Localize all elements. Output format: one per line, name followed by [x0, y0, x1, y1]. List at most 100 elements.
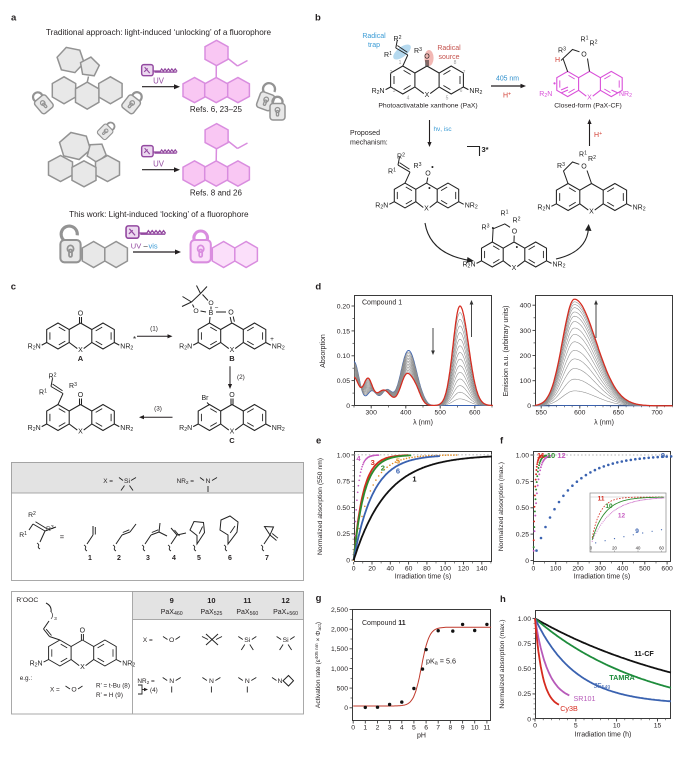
svg-text:0.50: 0.50: [516, 505, 529, 512]
svg-text:0.50: 0.50: [337, 505, 350, 512]
svg-text:PaX560: PaX560: [236, 609, 258, 617]
svg-text:(1): (1): [150, 326, 158, 333]
svg-text:1: 1: [88, 555, 92, 562]
svg-text:300: 300: [595, 566, 607, 573]
svg-text:O: O: [80, 628, 86, 635]
svg-text:11: 11: [598, 496, 605, 503]
svg-text:4: 4: [356, 454, 361, 463]
svg-text:NR2: NR2: [619, 91, 632, 99]
svg-text:12: 12: [618, 513, 626, 520]
svg-text:X: X: [589, 208, 594, 215]
svg-text:0: 0: [346, 403, 350, 410]
svg-text:PaX+560: PaX+560: [273, 609, 298, 617]
svg-text:): ): [51, 611, 54, 620]
svg-text:5: 5: [574, 723, 578, 730]
svg-text:f: f: [500, 435, 504, 446]
svg-text:Compound 11: Compound 11: [362, 620, 406, 627]
svg-text:4: 4: [400, 725, 404, 732]
svg-text:N: N: [278, 678, 283, 685]
svg-text:X: X: [230, 347, 235, 354]
svg-text:1,500: 1,500: [331, 646, 348, 653]
svg-text:0.05: 0.05: [337, 378, 350, 385]
svg-text:2,500: 2,500: [331, 607, 348, 614]
svg-text:This work: Light-induced ‘lock: This work: Light-induced ‘locking’ of a …: [69, 210, 249, 219]
svg-text:400: 400: [617, 566, 629, 573]
svg-text:•: •: [428, 184, 431, 193]
svg-text:200: 200: [572, 566, 584, 573]
svg-text:11-CF: 11-CF: [634, 649, 654, 658]
svg-text:10: 10: [613, 723, 621, 730]
svg-text:0.25: 0.25: [516, 532, 529, 539]
svg-text:+: +: [270, 336, 274, 343]
svg-text:R2N: R2N: [537, 205, 550, 213]
svg-text:pH: pH: [417, 733, 426, 740]
svg-text:400: 400: [520, 303, 532, 310]
svg-text:R2: R2: [513, 217, 521, 225]
svg-text:O: O: [78, 311, 84, 318]
svg-text:•: •: [492, 226, 495, 233]
svg-text:1.00: 1.00: [337, 452, 350, 459]
svg-text:500: 500: [435, 410, 447, 417]
svg-text:1: 1: [363, 725, 367, 732]
svg-text:PaX525: PaX525: [200, 609, 222, 617]
svg-text:0.25: 0.25: [337, 531, 350, 538]
svg-text:11: 11: [537, 451, 545, 460]
svg-text:550: 550: [536, 410, 548, 417]
svg-text:R2N: R2N: [372, 88, 385, 96]
svg-text:b: b: [315, 13, 321, 24]
svg-text:N: N: [209, 678, 214, 685]
svg-text:R1: R1: [384, 51, 392, 59]
svg-text:Si: Si: [244, 637, 251, 644]
svg-text:100: 100: [550, 566, 562, 573]
svg-text:3: 3: [54, 616, 57, 622]
svg-text:0: 0: [532, 566, 536, 573]
svg-text:e.g.:: e.g.:: [20, 675, 33, 682]
svg-text:Photoactivatable xanthone (PaX: Photoactivatable xanthone (PaX): [378, 103, 477, 110]
svg-text:5: 5: [446, 96, 449, 102]
svg-text:120: 120: [458, 566, 470, 573]
svg-text:O: O: [425, 171, 431, 178]
svg-text:0.15: 0.15: [337, 328, 350, 335]
svg-text:pKa = 5.6: pKa = 5.6: [426, 657, 456, 667]
svg-text:Br: Br: [202, 395, 210, 402]
svg-text:NR2: NR2: [553, 262, 566, 270]
svg-text:λ (nm): λ (nm): [594, 420, 614, 427]
svg-text:R’OOC: R’OOC: [16, 597, 38, 604]
svg-text:1: 1: [399, 60, 402, 66]
svg-text:X: X: [80, 664, 85, 671]
svg-text:NR2: NR2: [469, 88, 482, 96]
svg-text:A: A: [78, 354, 84, 363]
svg-text:Refs. 8 and 26: Refs. 8 and 26: [190, 189, 243, 198]
svg-text:X =: X =: [103, 478, 113, 485]
svg-text:R1: R1: [581, 36, 589, 44]
svg-text:10: 10: [471, 725, 479, 732]
svg-text:N: N: [206, 478, 211, 485]
svg-text:7: 7: [463, 70, 466, 76]
svg-text:11: 11: [243, 596, 251, 605]
svg-text:R2N: R2N: [28, 425, 41, 433]
svg-text:R3: R3: [414, 162, 422, 170]
svg-text:2: 2: [390, 70, 393, 76]
svg-text:N: N: [169, 678, 174, 685]
svg-text:O: O: [424, 54, 430, 61]
svg-text:0: 0: [352, 566, 356, 573]
svg-text:0: 0: [527, 716, 531, 723]
svg-text:Normalized absorption (max.): Normalized absorption (max.): [499, 619, 506, 708]
svg-text:a: a: [11, 13, 17, 24]
svg-text:•: •: [553, 79, 556, 88]
svg-text:UV: UV: [153, 160, 165, 169]
svg-text:–: –: [144, 242, 149, 251]
svg-text:0: 0: [590, 546, 593, 551]
svg-text:X: X: [425, 92, 430, 99]
svg-text:3: 3: [393, 88, 396, 94]
svg-text:80: 80: [423, 566, 431, 573]
svg-text:700: 700: [651, 410, 663, 417]
svg-text:TAMRA: TAMRA: [609, 673, 634, 682]
svg-text:600: 600: [574, 410, 586, 417]
svg-text:300: 300: [366, 410, 378, 417]
svg-text:(3): (3): [154, 406, 162, 413]
svg-text:R2: R2: [28, 511, 36, 519]
svg-text:405 nm: 405 nm: [496, 76, 519, 83]
svg-text:NR2: NR2: [120, 425, 133, 433]
svg-text:H+: H+: [594, 131, 602, 139]
